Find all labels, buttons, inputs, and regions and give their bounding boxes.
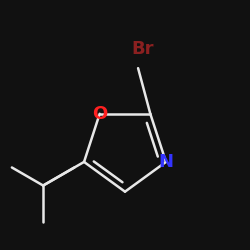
- Text: O: O: [92, 105, 107, 123]
- Text: Br: Br: [132, 40, 154, 58]
- Text: N: N: [158, 153, 174, 171]
